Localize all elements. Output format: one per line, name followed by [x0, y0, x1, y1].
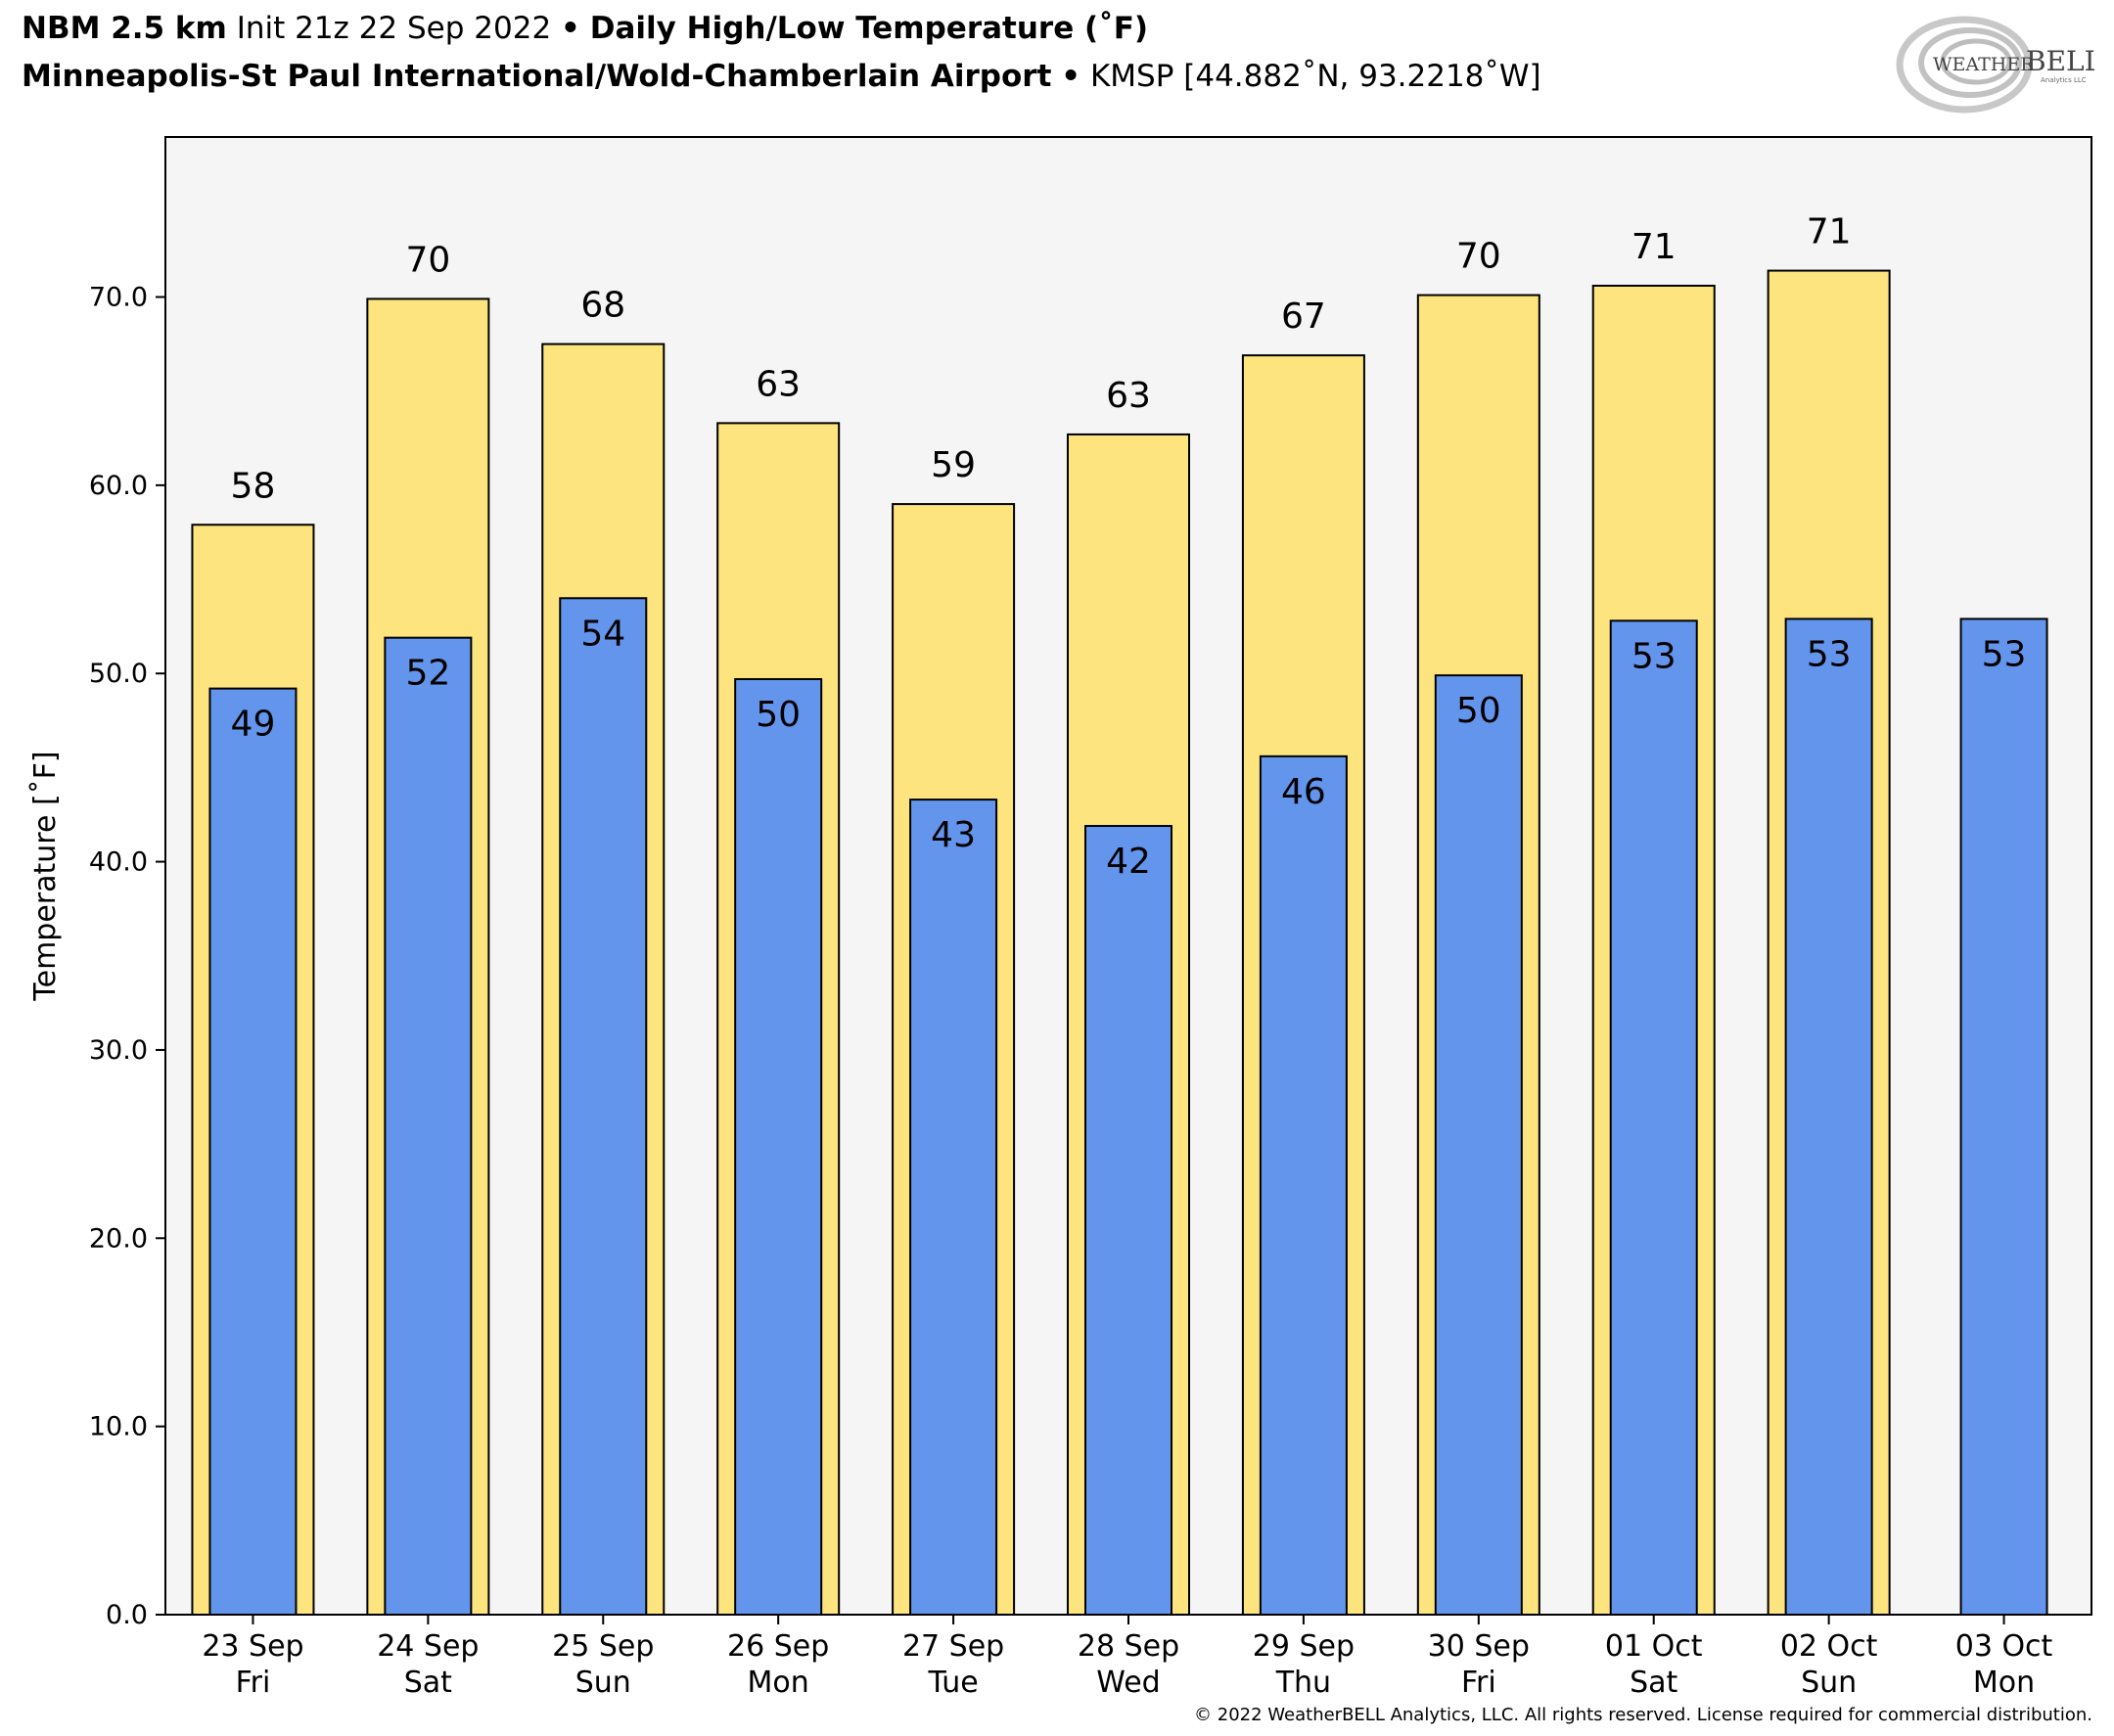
low-label-3: 54 — [580, 614, 625, 654]
x-tick-day-9: Sun — [1801, 1666, 1857, 1700]
x-tick-date-2: 25 Sep — [552, 1629, 654, 1664]
low-label-10: 53 — [1807, 634, 1852, 674]
high-label-5: 59 — [931, 445, 976, 485]
chart-title-line-1: NBM 2.5 km Init 21z 22 Sep 2022 • Daily … — [22, 11, 1148, 46]
low-bar-11 — [1959, 617, 2048, 1616]
init-time: Init 21z 22 Sep 2022 — [236, 11, 552, 46]
low-bar-6 — [1084, 825, 1172, 1616]
weatherbell-logo: WEATHER BELL Analytics LLC — [1896, 16, 2094, 114]
y-tick-label-2: 20.0 — [89, 1223, 148, 1254]
x-tick-day-10: Mon — [1973, 1666, 2035, 1700]
high-label-4: 63 — [756, 364, 801, 404]
high-label-8: 70 — [1456, 237, 1501, 277]
x-tick-date-7: 30 Sep — [1428, 1629, 1530, 1664]
x-tick-date-8: 01 Oct — [1605, 1629, 1703, 1664]
low-bar-2 — [384, 636, 473, 1616]
x-tick-day-2: Sun — [575, 1666, 631, 1700]
low-label-9: 53 — [1631, 636, 1677, 676]
x-tick-day-3: Mon — [748, 1666, 809, 1700]
x-tick-date-6: 29 Sep — [1253, 1629, 1355, 1664]
low-bar-9 — [1609, 619, 1698, 1616]
high-label-2: 70 — [405, 240, 450, 280]
x-tick-day-8: Sat — [1630, 1666, 1677, 1700]
x-tick-day-5: Wed — [1096, 1666, 1160, 1700]
low-bar-3 — [559, 597, 648, 1616]
y-axis-label: Temperature [˚F] — [28, 751, 63, 1001]
station-coords: KMSP [44.882˚N, 93.2218˚W] — [1089, 59, 1541, 94]
swirl-logo-icon — [1896, 16, 2033, 114]
low-label-8: 50 — [1456, 691, 1501, 731]
product-name: Daily High/Low Temperature (˚F) — [589, 11, 1149, 46]
low-bar-4 — [734, 677, 823, 1616]
low-bar-5 — [909, 799, 998, 1616]
y-tick-label-6: 60.0 — [89, 471, 148, 501]
y-tick-label-1: 10.0 — [89, 1412, 148, 1442]
low-bar-7 — [1259, 754, 1348, 1616]
high-label-10: 71 — [1807, 212, 1852, 252]
y-axis: 0.0 10.0 20.0 30.0 40.0 50.0 60.0 70.0 — [89, 283, 165, 1630]
x-tick-date-3: 26 Sep — [727, 1629, 829, 1664]
y-tick-label-3: 30.0 — [89, 1035, 148, 1066]
low-label-6: 42 — [1106, 842, 1151, 882]
y-tick-label-0: 0.0 — [106, 1600, 148, 1630]
x-tick-day-4: Tue — [927, 1666, 978, 1700]
x-tick-date-0: 23 Sep — [202, 1629, 303, 1664]
high-temperature-labels: 58 70 68 63 59 63 67 70 71 71 — [231, 212, 1852, 507]
x-tick-day-0: Fri — [236, 1666, 271, 1700]
x-tick-day-6: Thu — [1275, 1666, 1331, 1700]
low-label-4: 50 — [756, 695, 801, 735]
low-bar-1 — [208, 687, 298, 1616]
x-tick-date-4: 27 Sep — [902, 1629, 1004, 1664]
x-tick-day-1: Sat — [404, 1666, 452, 1700]
high-label-9: 71 — [1631, 227, 1677, 267]
high-label-7: 67 — [1281, 297, 1326, 337]
high-label-1: 58 — [231, 466, 276, 506]
x-tick-day-7: Fri — [1461, 1666, 1496, 1700]
low-bar-10 — [1784, 617, 1873, 1616]
chart-title-line-2: Minneapolis-St Paul International/Wold-C… — [22, 59, 1541, 94]
x-tick-date-5: 28 Sep — [1078, 1629, 1179, 1664]
x-tick-date-1: 24 Sep — [377, 1629, 479, 1664]
high-label-3: 68 — [580, 286, 625, 326]
title-separator: • — [561, 11, 580, 46]
low-label-2: 52 — [405, 654, 450, 694]
x-tick-date-9: 02 Oct — [1780, 1629, 1878, 1664]
logo-text-main: BELL — [2026, 45, 2094, 77]
logo-text-top: WEATHER — [1933, 54, 2035, 75]
low-temperature-labels: 49 52 54 50 43 42 46 50 53 53 53 — [231, 614, 2027, 882]
station-name: Minneapolis-St Paul International/Wold-C… — [22, 59, 1052, 94]
x-tick-date-10: 03 Oct — [1955, 1629, 2053, 1664]
model-name: NBM 2.5 km — [22, 11, 227, 46]
low-label-5: 43 — [931, 815, 976, 855]
y-tick-label-4: 40.0 — [89, 847, 148, 878]
low-label-1: 49 — [231, 705, 276, 745]
y-tick-label-7: 70.0 — [89, 283, 148, 313]
low-label-11: 53 — [1982, 634, 2027, 674]
y-tick-label-5: 50.0 — [89, 659, 148, 689]
low-temperature-bars — [208, 597, 2048, 1616]
low-label-7: 46 — [1281, 772, 1326, 812]
high-label-6: 63 — [1106, 376, 1151, 416]
low-bar-8 — [1434, 674, 1523, 1616]
title-separator-2: • — [1061, 59, 1081, 94]
logo-text-sub: Analytics LLC — [2041, 76, 2087, 84]
copyright-notice: © 2022 WeatherBELL Analytics, LLC. All r… — [1194, 1705, 2092, 1725]
